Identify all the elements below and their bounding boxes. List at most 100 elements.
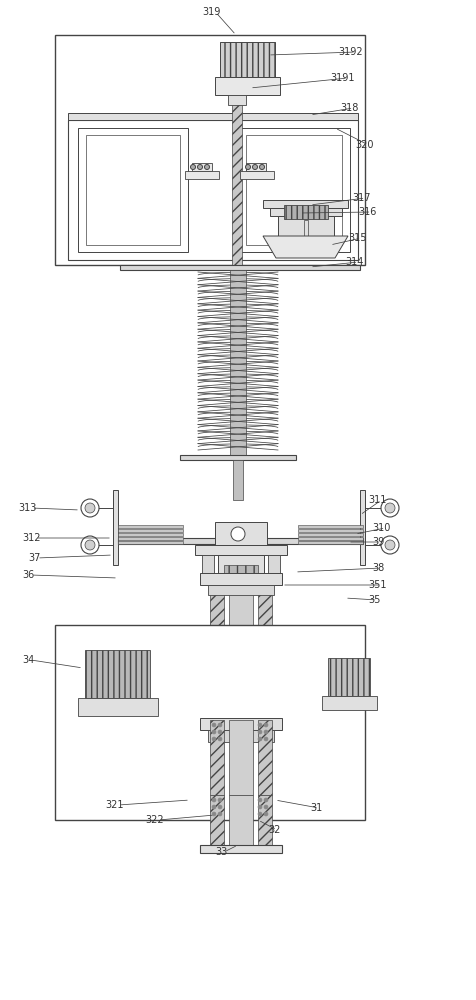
- Circle shape: [264, 723, 268, 727]
- Text: 318: 318: [340, 103, 358, 113]
- Text: 321: 321: [105, 800, 123, 810]
- Circle shape: [264, 730, 268, 734]
- Circle shape: [258, 798, 262, 802]
- Bar: [55, 625, 365, 820]
- Circle shape: [259, 164, 265, 169]
- Text: 310: 310: [372, 523, 390, 533]
- Text: 35: 35: [368, 595, 380, 605]
- Circle shape: [212, 723, 216, 727]
- Text: 322: 322: [145, 815, 164, 825]
- Bar: [229, 720, 253, 795]
- Bar: [246, 163, 266, 171]
- Circle shape: [218, 737, 222, 741]
- Bar: [210, 595, 224, 695]
- Bar: [230, 270, 246, 455]
- Text: 34: 34: [22, 655, 34, 665]
- Text: 39: 39: [372, 537, 384, 547]
- Text: 313: 313: [18, 503, 36, 513]
- Bar: [55, 35, 365, 265]
- Bar: [113, 490, 118, 565]
- Text: 32: 32: [268, 825, 280, 835]
- Circle shape: [212, 798, 216, 802]
- Circle shape: [264, 812, 268, 816]
- Circle shape: [205, 164, 209, 169]
- Circle shape: [258, 723, 262, 727]
- Bar: [360, 490, 365, 565]
- Bar: [180, 455, 296, 460]
- Bar: [210, 720, 224, 795]
- Bar: [268, 555, 280, 580]
- Circle shape: [218, 812, 222, 816]
- Bar: [185, 171, 219, 179]
- Bar: [118, 541, 183, 544]
- Bar: [118, 529, 183, 532]
- Bar: [120, 265, 360, 270]
- Circle shape: [212, 805, 216, 809]
- Circle shape: [218, 730, 222, 734]
- Circle shape: [246, 164, 250, 169]
- Bar: [258, 595, 272, 695]
- Polygon shape: [263, 236, 348, 258]
- Circle shape: [385, 503, 395, 513]
- Bar: [78, 128, 188, 252]
- Text: 36: 36: [22, 570, 34, 580]
- Circle shape: [258, 805, 262, 809]
- Bar: [258, 795, 272, 845]
- Bar: [278, 216, 334, 236]
- Bar: [210, 795, 224, 845]
- Bar: [224, 565, 258, 577]
- Circle shape: [381, 499, 399, 517]
- Text: 31: 31: [310, 803, 322, 813]
- Bar: [298, 541, 363, 544]
- Bar: [215, 77, 280, 95]
- Text: 320: 320: [355, 140, 374, 150]
- Text: 33: 33: [215, 847, 227, 857]
- Bar: [200, 573, 282, 585]
- Text: 351: 351: [368, 580, 387, 590]
- Text: 312: 312: [22, 533, 40, 543]
- Bar: [200, 718, 282, 730]
- Bar: [270, 208, 342, 216]
- Bar: [233, 460, 243, 500]
- Bar: [284, 205, 328, 219]
- Circle shape: [218, 805, 222, 809]
- Circle shape: [212, 812, 216, 816]
- Bar: [202, 555, 214, 580]
- Bar: [322, 696, 377, 710]
- Circle shape: [81, 536, 99, 554]
- Bar: [200, 845, 282, 853]
- Text: 37: 37: [28, 553, 40, 563]
- Circle shape: [231, 527, 245, 541]
- Bar: [263, 200, 348, 208]
- Circle shape: [258, 812, 262, 816]
- Bar: [220, 42, 275, 77]
- Circle shape: [85, 540, 95, 550]
- Bar: [68, 120, 358, 260]
- Text: 317: 317: [352, 193, 370, 203]
- Circle shape: [190, 164, 196, 169]
- Circle shape: [264, 805, 268, 809]
- Bar: [218, 555, 264, 573]
- Bar: [298, 529, 363, 532]
- Bar: [118, 525, 183, 528]
- Circle shape: [212, 737, 216, 741]
- Bar: [86, 135, 180, 245]
- Text: 311: 311: [368, 495, 387, 505]
- Circle shape: [252, 164, 258, 169]
- Bar: [258, 720, 272, 795]
- Circle shape: [212, 730, 216, 734]
- Bar: [229, 595, 253, 695]
- Circle shape: [198, 164, 202, 169]
- Circle shape: [218, 798, 222, 802]
- Circle shape: [258, 730, 262, 734]
- Text: 3191: 3191: [330, 73, 355, 83]
- Circle shape: [264, 737, 268, 741]
- Bar: [118, 533, 183, 536]
- Bar: [195, 545, 287, 555]
- Bar: [85, 650, 150, 698]
- Circle shape: [85, 503, 95, 513]
- Bar: [238, 128, 350, 252]
- Bar: [68, 113, 358, 120]
- Text: 319: 319: [202, 7, 220, 17]
- Text: 315: 315: [348, 233, 367, 243]
